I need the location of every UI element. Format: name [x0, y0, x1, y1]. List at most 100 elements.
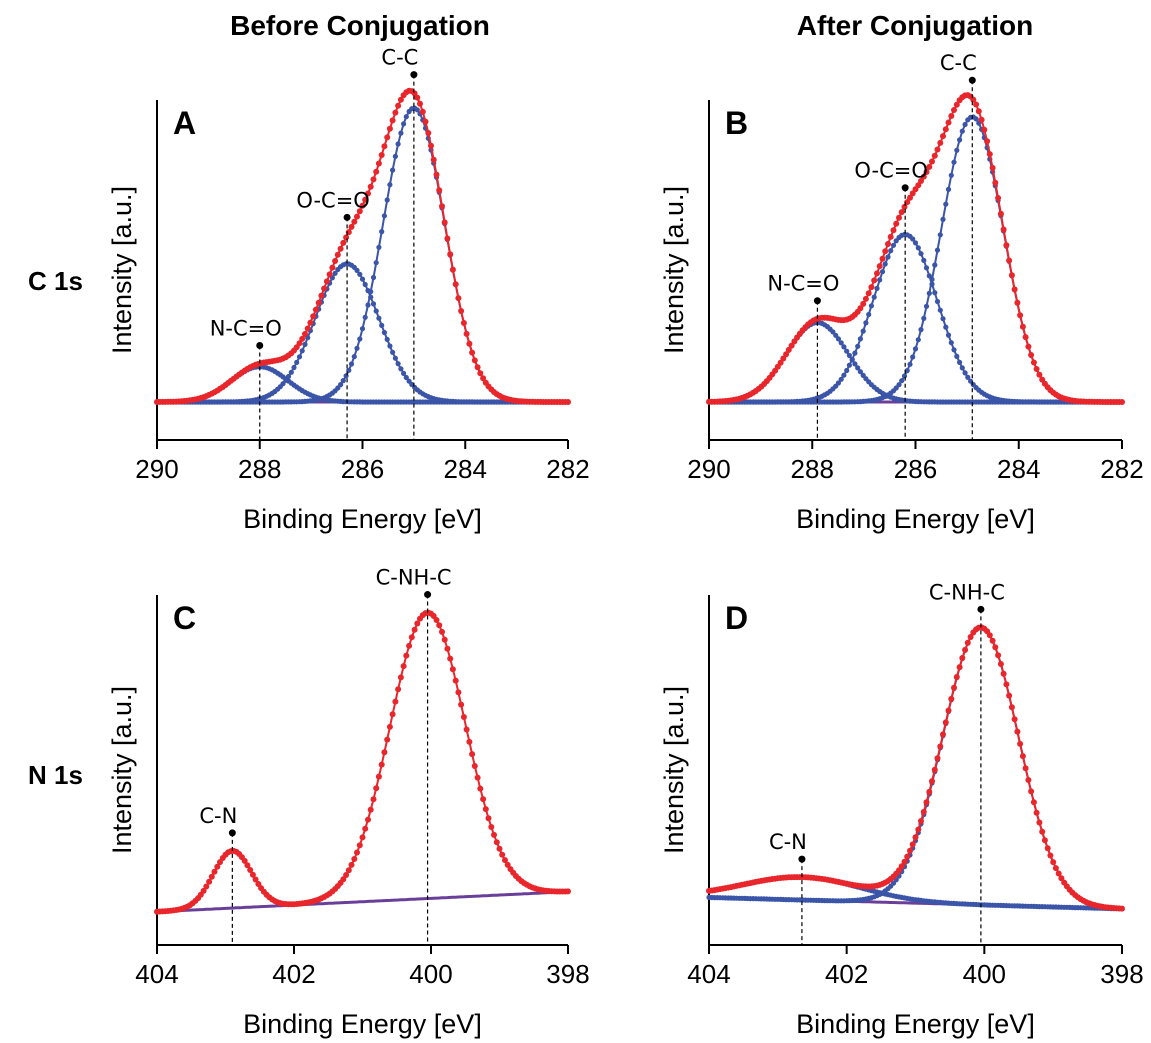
peak-marker-dot: [424, 591, 432, 599]
component-point: [401, 121, 407, 127]
envelope-point: [879, 255, 886, 262]
envelope-point: [400, 663, 407, 670]
component-point: [912, 240, 919, 246]
y-axis-label: Intensity [a.u.]: [107, 686, 137, 854]
component-point: [857, 336, 864, 342]
component-point: [860, 328, 866, 334]
component-point: [910, 354, 916, 360]
envelope-point: [362, 825, 369, 832]
envelope-point: [926, 788, 933, 795]
envelope-point: [951, 684, 957, 691]
envelope-point: [359, 834, 366, 841]
peak-label: N-C=O: [767, 272, 839, 296]
envelope-line: [708, 626, 1123, 910]
envelope-point: [447, 251, 454, 258]
component-point: [910, 236, 916, 242]
row-label-n1s: N 1s: [28, 760, 83, 790]
component-point: [943, 201, 949, 207]
component-point: [899, 378, 905, 384]
component-point: [962, 121, 968, 128]
x-tick-label: 398: [546, 959, 589, 989]
envelope-point: [502, 857, 508, 864]
envelope-point: [496, 845, 503, 852]
envelope-point: [1022, 765, 1029, 772]
component-point: [871, 294, 877, 300]
component-point: [915, 245, 921, 251]
background-line: [156, 890, 569, 914]
envelope-point: [940, 731, 946, 738]
component-point: [381, 329, 387, 336]
envelope-point: [929, 158, 935, 165]
x-tick-label: 290: [687, 454, 730, 484]
envelope-point: [425, 130, 432, 136]
envelope-point: [920, 808, 927, 815]
component-point: [387, 343, 393, 349]
component-point: [945, 186, 952, 192]
envelope-point: [962, 646, 969, 653]
envelope-point: [460, 320, 467, 326]
component-point: [398, 366, 404, 372]
envelope-line: [156, 89, 568, 403]
component-point: [348, 361, 355, 367]
envelope-point: [304, 325, 311, 332]
x-tick-label: 286: [341, 454, 384, 484]
envelope-point: [1011, 286, 1018, 293]
panel-d: 404 402 400 398 Binding Energy [eV] Intensity…: [659, 580, 1144, 1039]
envelope-point: [1036, 819, 1043, 826]
envelope-point: [964, 639, 971, 646]
envelope-point: [857, 305, 864, 312]
envelope-point: [477, 785, 484, 792]
component-point: [376, 315, 382, 321]
envelope-point: [441, 636, 448, 643]
envelope-point: [1019, 753, 1026, 760]
envelope-point: [1036, 371, 1043, 378]
envelope-point: [1017, 312, 1024, 319]
envelope-point: [942, 719, 949, 726]
envelope-point: [951, 107, 957, 113]
envelope-point: [1052, 865, 1059, 872]
envelope-point: [310, 313, 317, 320]
component-point: [957, 359, 963, 365]
envelope-point: [981, 126, 988, 133]
peak-marker-dot: [343, 213, 351, 221]
envelope-point: [945, 707, 952, 714]
envelope-point: [493, 839, 500, 846]
envelope-point: [367, 806, 374, 813]
component-point: [359, 326, 366, 332]
envelope-point: [249, 871, 256, 878]
envelope-point: [343, 872, 350, 878]
envelope-point: [887, 233, 894, 240]
envelope-point: [449, 266, 456, 273]
component-point: [888, 248, 894, 254]
envelope-point: [934, 146, 941, 153]
component-point: [841, 372, 847, 378]
envelope-point: [989, 637, 996, 644]
envelope-point: [463, 726, 470, 733]
component-point: [918, 327, 924, 333]
component-point: [835, 380, 842, 386]
peak-marker-dot: [256, 341, 264, 349]
envelope-point: [203, 883, 210, 890]
component-point: [373, 308, 379, 314]
envelope-point: [384, 134, 391, 141]
envelope-point: [997, 661, 1004, 667]
component-point: [296, 354, 303, 360]
envelope-point: [444, 645, 451, 652]
component-point: [962, 370, 968, 376]
y-axis-label: Intensity [a.u.]: [107, 186, 137, 354]
envelope-point: [926, 163, 933, 170]
envelope-point: [904, 853, 911, 860]
envelope-point: [1033, 809, 1040, 816]
envelope-point: [975, 108, 982, 115]
envelope-point: [460, 714, 467, 720]
envelope-point: [356, 208, 363, 215]
component-point: [381, 213, 387, 219]
envelope-point: [937, 743, 944, 750]
component-point: [965, 374, 971, 380]
envelope-point: [469, 751, 476, 758]
panel-letter: B: [725, 105, 748, 141]
envelope-point: [868, 284, 875, 291]
envelope-point: [986, 632, 993, 639]
component-point: [954, 353, 960, 359]
envelope-point: [436, 622, 443, 629]
